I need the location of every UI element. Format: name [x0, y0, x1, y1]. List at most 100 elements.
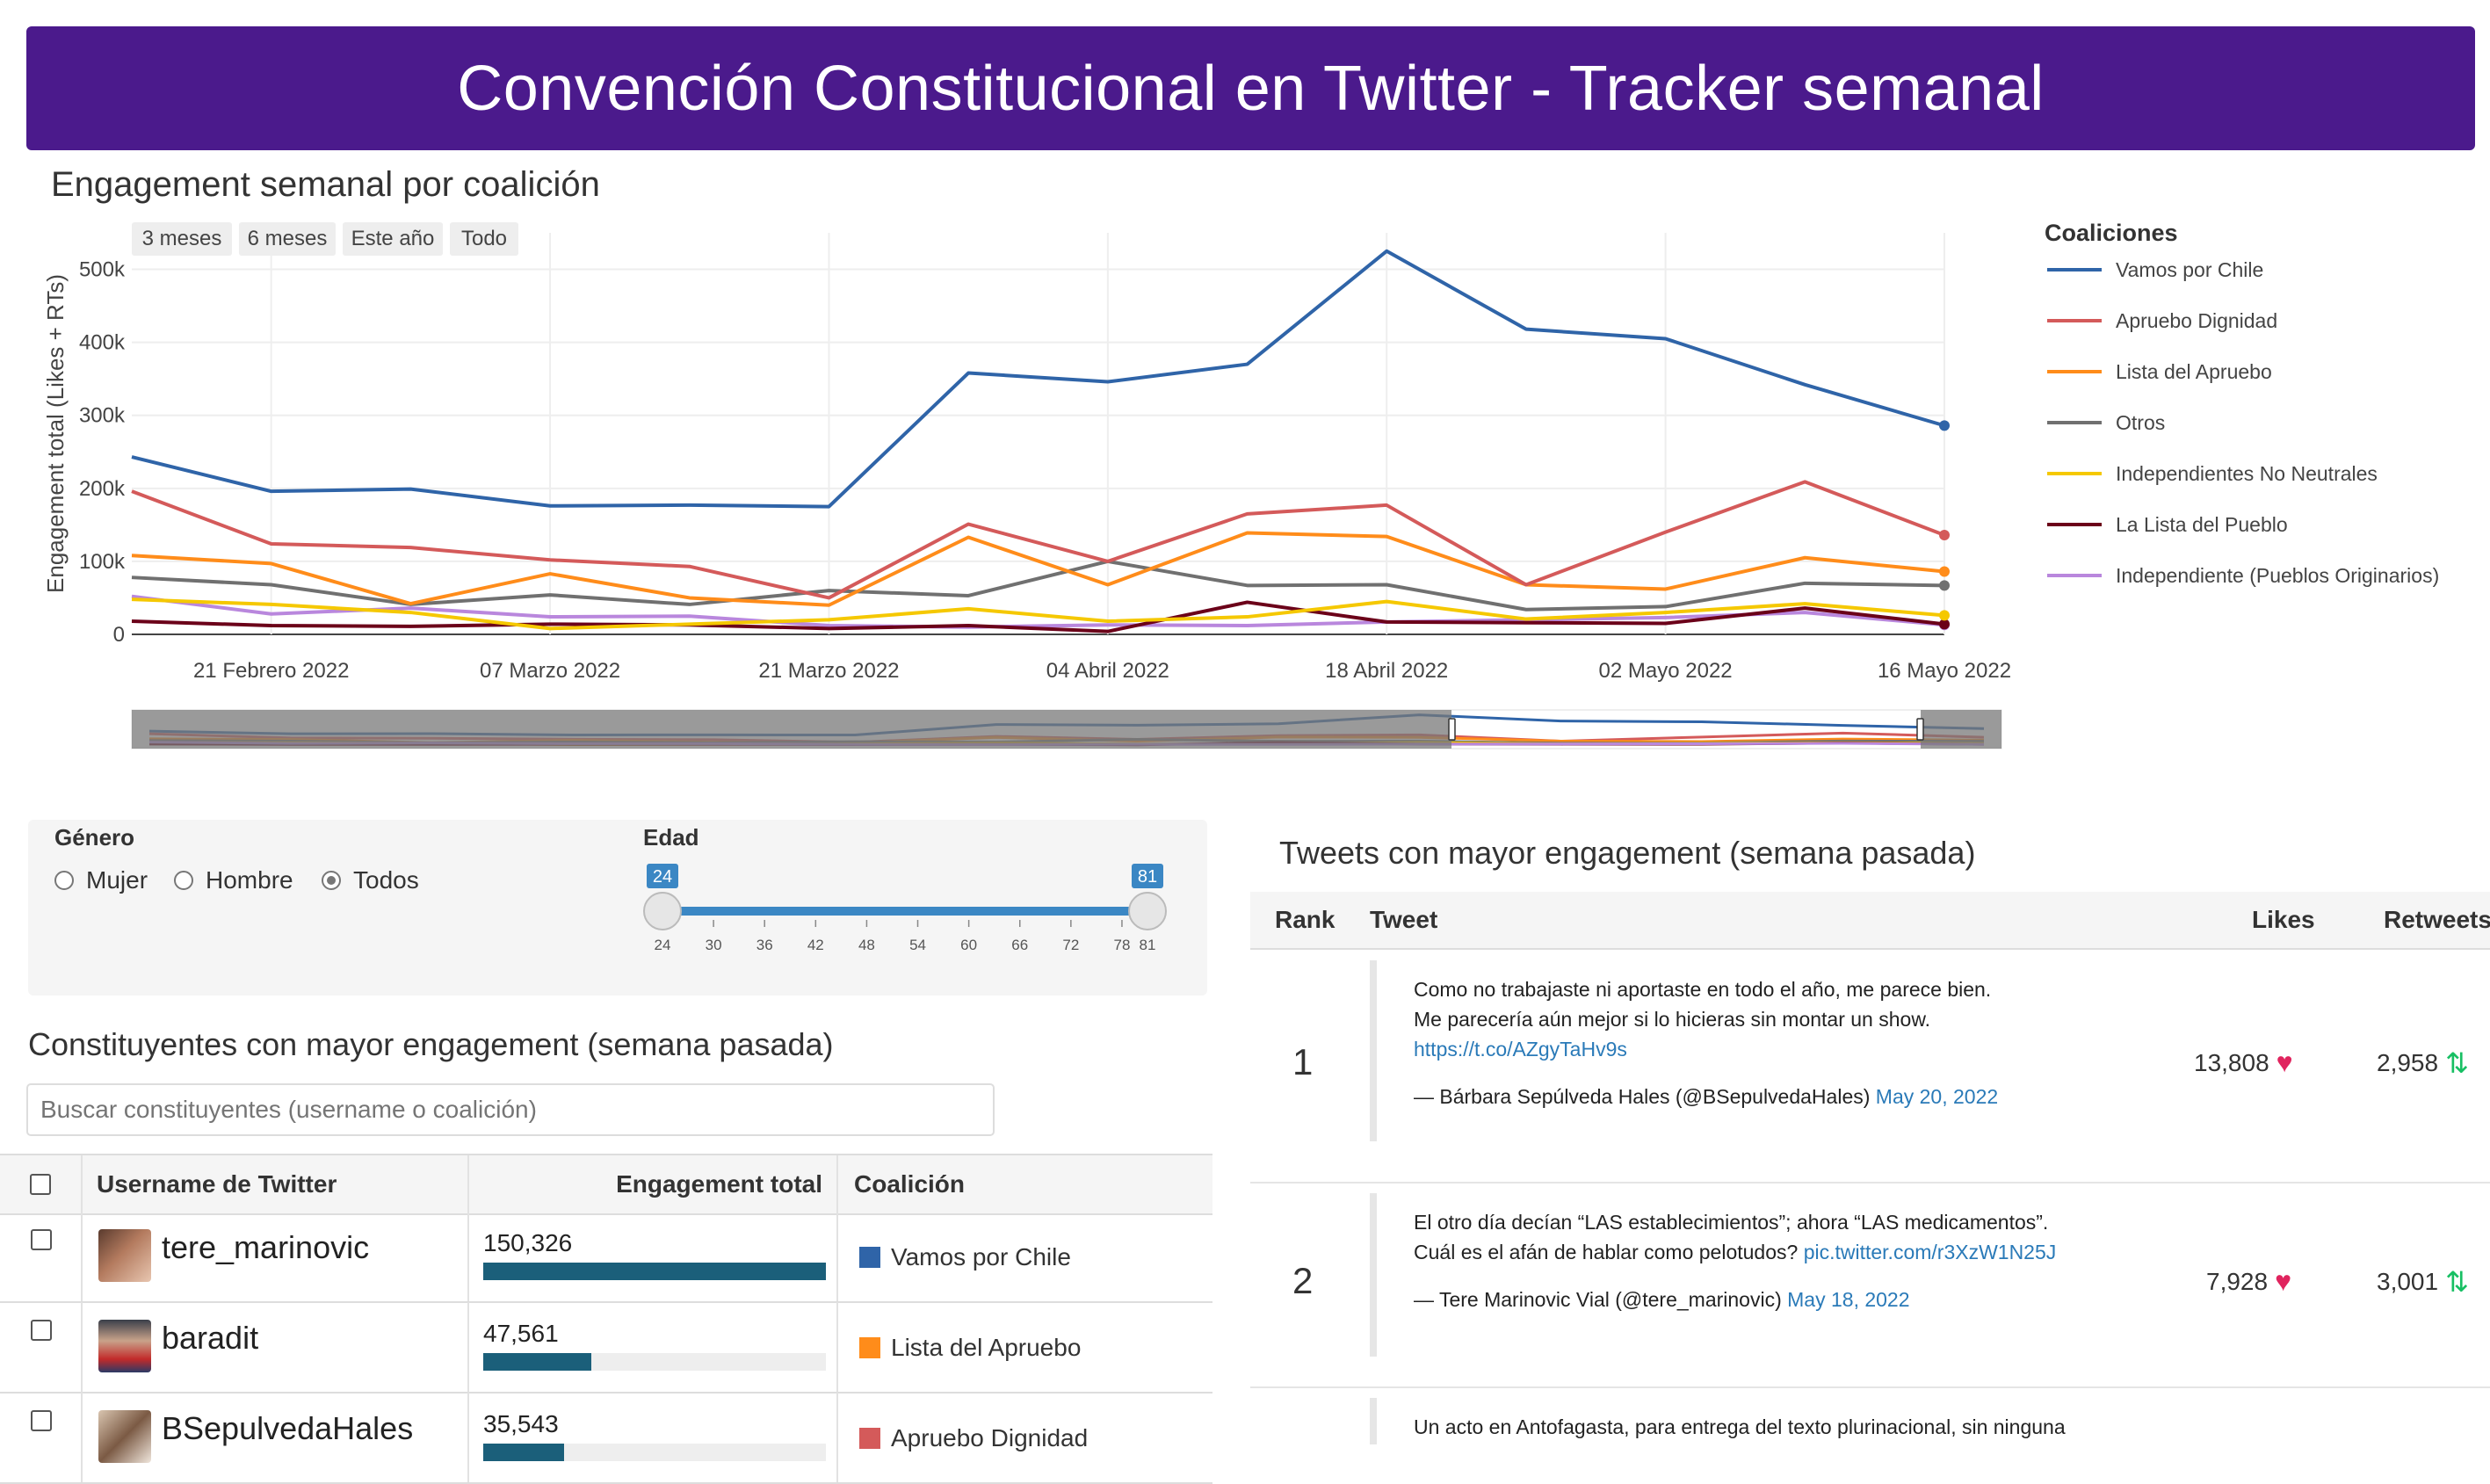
age-range-slider[interactable]: 24 30 36 42 48 54 60 66 72 78 81 24 81	[633, 857, 1195, 971]
engagement-value: 150,326	[483, 1229, 573, 1256]
range-selector-mask-left	[132, 710, 1451, 749]
legend-item[interactable]: Independientes No Neutrales	[2047, 460, 2378, 487]
slider-selected-range	[662, 907, 1165, 916]
legend-swatch	[2047, 370, 2102, 373]
legend-label: Lista del Apruebo	[2116, 359, 2272, 383]
range-selector-mask-right	[1921, 710, 2001, 749]
row-checkbox[interactable]	[31, 1410, 52, 1431]
heart-icon: ♥	[2276, 1046, 2293, 1078]
range-6-months-button[interactable]: 6 meses	[239, 222, 336, 256]
range-handle-right[interactable]	[1916, 718, 1924, 741]
range-this-year-button[interactable]: Este año	[343, 222, 443, 256]
constituyentes-title: Constituyentes con mayor engagement (sem…	[28, 1026, 834, 1062]
tweet-link[interactable]: pic.twitter.com/r3XzW1N25J	[1803, 1241, 2057, 1263]
col-retweets[interactable]: Retweets	[2384, 906, 2490, 933]
row-checkbox[interactable]	[31, 1320, 52, 1341]
legend-item[interactable]: Lista del Apruebo	[2047, 358, 2272, 385]
tweet-row: 2 El otro día decían “LAS establecimient…	[1250, 1183, 2490, 1388]
range-handle-left[interactable]	[1448, 718, 1456, 741]
coalition-label: Apruebo Dignidad	[891, 1424, 1089, 1451]
chart-section-title: Engagement semanal por coalición	[51, 165, 600, 204]
retweet-icon: ⇅	[2445, 1265, 2469, 1299]
x-tick-label: 21 Febrero 2022	[193, 659, 349, 683]
constituyentes-table-header: Username de Twitter Engagement total Coa…	[0, 1154, 1212, 1215]
gender-radio-mujer[interactable]: Mujer	[54, 866, 148, 894]
slider-tick-label: 30	[706, 937, 722, 953]
y-tick-label: 200k	[79, 477, 126, 501]
x-tick-label: 07 Marzo 2022	[480, 659, 620, 683]
col-username[interactable]: Username de Twitter	[83, 1155, 469, 1213]
username[interactable]: tere_marinovic	[162, 1229, 370, 1265]
x-tick-label: 02 Mayo 2022	[1599, 659, 1733, 683]
legend-swatch	[2047, 523, 2102, 526]
legend-item[interactable]: Vamos por Chile	[2047, 257, 2263, 283]
legend-label: Independientes No Neutrales	[2116, 461, 2378, 485]
coalition-color-swatch	[859, 1247, 880, 1268]
series-line	[131, 531, 1945, 607]
slider-max-handle[interactable]	[1128, 892, 1167, 930]
tweet-date-link[interactable]: May 18, 2022	[1787, 1288, 1910, 1311]
select-all-checkbox[interactable]	[30, 1174, 51, 1195]
slider-tick-label: 72	[1062, 937, 1079, 953]
series-line	[131, 480, 1945, 600]
radio-label: Todos	[353, 866, 419, 894]
gender-radio-hombre[interactable]: Hombre	[174, 866, 293, 894]
coalition-label: Vamos por Chile	[891, 1243, 1071, 1270]
legend-swatch	[2047, 319, 2102, 322]
table-row[interactable]: baradit 47,561 Lista del Apruebo	[0, 1302, 1212, 1394]
tweet-date-link[interactable]: May 20, 2022	[1875, 1085, 1999, 1108]
coalicion-cell: Vamos por Chile	[838, 1212, 1212, 1301]
retweets-cell: 3,001 ⇅	[2377, 1265, 2469, 1299]
likes-count: 7,928	[2206, 1267, 2269, 1295]
series-end-point	[1939, 420, 1950, 431]
username[interactable]: BSepulvedaHales	[162, 1410, 414, 1446]
legend-item[interactable]: Apruebo Dignidad	[2047, 308, 2277, 334]
col-likes[interactable]: Likes	[2252, 906, 2315, 933]
tweet-quote-bar	[1370, 960, 1377, 1141]
series-line	[131, 597, 1945, 631]
age-label: Edad	[643, 824, 699, 851]
search-constituyentes-input[interactable]	[26, 1083, 995, 1136]
radio-circle-icon[interactable]	[54, 871, 74, 890]
row-checkbox[interactable]	[31, 1229, 52, 1250]
radio-selected-icon[interactable]	[322, 871, 341, 890]
radio-circle-icon[interactable]	[174, 871, 193, 890]
range-3-months-button[interactable]: 3 meses	[132, 222, 232, 256]
coalition-label: Lista del Apruebo	[891, 1334, 1082, 1361]
legend-label: Apruebo Dignidad	[2116, 308, 2278, 332]
username-cell: baradit	[83, 1302, 469, 1392]
legend-item[interactable]: La Lista del Pueblo	[2047, 511, 2288, 538]
table-row[interactable]: BSepulvedaHales 35,543 Apruebo Dignidad	[0, 1393, 1212, 1484]
engagement-cell: 47,561	[469, 1302, 838, 1392]
tweet-line: Como no trabajaste ni aportaste en todo …	[1414, 978, 1992, 1001]
col-coalicion[interactable]: Coalición	[854, 1170, 966, 1198]
series-line	[131, 594, 1945, 629]
table-row[interactable]: tere_marinovic 150,326 Vamos por Chile	[0, 1212, 1212, 1303]
tweet-row: Un acto en Antofagasta, para entrega del…	[1250, 1387, 2490, 1444]
col-rank[interactable]: Rank	[1275, 906, 1335, 933]
legend-swatch	[2047, 574, 2102, 577]
gender-radio-todos[interactable]: Todos	[322, 866, 419, 894]
series-line	[131, 559, 1945, 612]
engagement-bar-track	[483, 1444, 826, 1461]
legend-item[interactable]: Independiente (Pueblos Originarios)	[2047, 562, 2439, 589]
range-all-button[interactable]: Todo	[450, 222, 518, 256]
engagement-value: 35,543	[483, 1410, 559, 1437]
slider-tick-label: 42	[807, 937, 824, 953]
row-select-cell	[0, 1302, 83, 1392]
col-tweet[interactable]: Tweet	[1370, 906, 1438, 933]
legend-swatch	[2047, 268, 2102, 271]
likes-cell: 7,928 ♥	[2206, 1265, 2291, 1298]
tweet-line-text: Cuál es el afán de hablar como pelotudos…	[1414, 1241, 1799, 1263]
series-line	[131, 600, 1945, 633]
retweets-count: 2,958	[2377, 1049, 2439, 1076]
tweet-line: El otro día decían “LAS establecimientos…	[1414, 1211, 2049, 1234]
legend-label: Vamos por Chile	[2116, 257, 2264, 281]
slider-tick-label: 48	[858, 937, 875, 953]
legend-item[interactable]: Otros	[2047, 409, 2165, 436]
slider-min-handle[interactable]	[643, 892, 682, 930]
tweet-link[interactable]: https://t.co/AZgyTaHv9s	[1414, 1038, 1627, 1061]
tweet-author: — Tere Marinovic Vial (@tere_marinovic)	[1414, 1288, 1782, 1311]
col-engagement[interactable]: Engagement total	[469, 1155, 838, 1213]
username[interactable]: baradit	[162, 1320, 259, 1356]
